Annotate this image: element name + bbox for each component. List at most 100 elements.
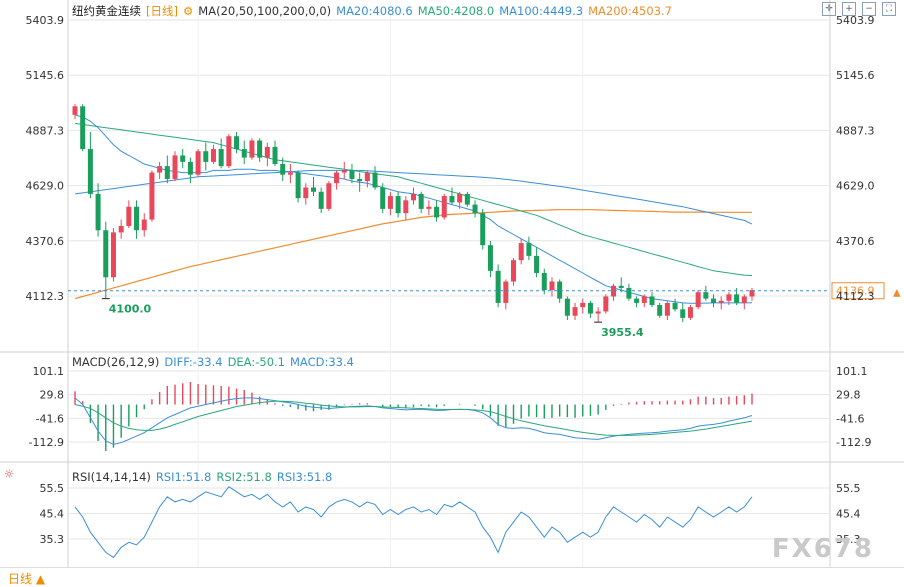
candle-body [449, 196, 455, 203]
candle-body [295, 172, 301, 199]
candle-body [203, 151, 209, 162]
macd-tick-left: -41.6 [36, 412, 64, 425]
watermark: FX678 [771, 534, 874, 564]
crosshair-icon[interactable]: ✛ [822, 2, 836, 16]
ma100-line [74, 169, 753, 225]
zoom-out-icon[interactable]: − [862, 2, 876, 16]
candle-body [741, 296, 747, 303]
candle-body [495, 270, 501, 303]
candle-body [711, 298, 717, 303]
rsi-tick-left: 55.5 [40, 482, 65, 495]
candle-body [172, 155, 178, 179]
macd-tick-right: 29.8 [836, 389, 861, 402]
macd-tick-left: -112.9 [29, 436, 64, 449]
period-label[interactable]: [日线] [146, 4, 178, 18]
ma50-value: MA50:4208.0 [417, 4, 495, 18]
rsi-pane [74, 486, 753, 559]
candle-body [680, 309, 686, 318]
price-axes: 5403.9 5403.9 5145.6 5145.6 4887.3 4887.3 4629… [26, 14, 875, 546]
candle-body [480, 213, 486, 246]
candle-body [287, 172, 293, 175]
grid-lines [0, 0, 904, 567]
rsi-settings-icon[interactable]: ☼ [4, 467, 15, 481]
macd-diff-value: DIFF:-33.4 [164, 355, 223, 369]
candle-body [434, 206, 440, 218]
candle-body [687, 307, 693, 318]
candle-body [418, 193, 424, 209]
ma200-value: MA200:4503.7 [588, 4, 672, 18]
candle-body [118, 225, 124, 233]
ma20-value: MA20:4080.6 [336, 4, 413, 18]
macd-tick-right: -112.9 [836, 436, 871, 449]
rsi-tick-right: 35.3 [836, 533, 861, 546]
candle-body [572, 307, 578, 316]
candle-body [110, 232, 116, 278]
candle-body [595, 311, 601, 314]
price-tick-right: 4370.6 [836, 235, 875, 248]
candle-body [157, 166, 163, 173]
price-annotations: 4136.9 ▲ 4100.0 3955.4 [68, 282, 901, 339]
macd-macd-value: MACD:33.4 [289, 355, 354, 369]
candle-body [326, 183, 332, 209]
candle-body [526, 243, 532, 256]
price-tick-left: 4887.3 [26, 124, 65, 137]
candle-body [95, 193, 101, 231]
candle-body [134, 206, 140, 231]
ma100-value: MA100:4449.3 [499, 4, 584, 18]
macd-dea-line [74, 400, 753, 436]
candle-body [541, 272, 547, 291]
rsi-tick-left: 45.4 [40, 508, 65, 521]
candle-body [334, 172, 340, 184]
candle-body [395, 196, 401, 214]
last-price-box [831, 282, 885, 300]
candle-body [487, 245, 493, 271]
rsi2-value: RSI2:51.8 [216, 470, 272, 484]
candle-body [372, 172, 378, 188]
macd-tick-left: 29.8 [40, 389, 65, 402]
candle-body [734, 294, 740, 303]
price-tick-left: 4112.3 [26, 290, 65, 303]
candle-body [80, 106, 86, 150]
macd-tick-left: 101.1 [33, 365, 65, 378]
price-tick-right: 5403.9 [836, 14, 875, 27]
candle-body [472, 204, 478, 214]
candle-body [341, 170, 347, 173]
candle-body [618, 285, 624, 288]
candle-body [280, 164, 286, 175]
candle-body [557, 281, 563, 299]
candle-body [411, 193, 416, 201]
candle-body [426, 206, 432, 209]
zoom-in-icon[interactable]: + [842, 2, 856, 16]
last-price-arrow: ▲ [893, 288, 901, 299]
candle-body [195, 151, 201, 175]
bottom-bar: 日线 ▲ [0, 567, 904, 587]
price-tick-right: 4887.3 [836, 124, 875, 137]
candle-body [164, 166, 170, 179]
candle-body [272, 146, 278, 165]
candle-body [518, 243, 524, 261]
macd-tick-right: 101.1 [836, 365, 868, 378]
macd-dea-value: DEA:-50.1 [227, 355, 285, 369]
rsi-tick-right: 45.4 [836, 508, 861, 521]
candle-body [103, 230, 109, 278]
candle-body [349, 170, 355, 179]
candle-body [187, 161, 193, 175]
rsi3-value: RSI3:51.8 [276, 470, 333, 484]
period-toggle-button[interactable]: 日线 ▲ [8, 572, 46, 586]
candle-body [611, 285, 617, 297]
candle-body [657, 305, 663, 316]
settings-icon[interactable]: ⚙ [182, 4, 194, 18]
macd-diff-line [74, 397, 753, 445]
instrument-title: 纽约黄金连续 [72, 4, 141, 18]
annotation-4100: 4100.0 [109, 303, 152, 316]
candle-body [310, 187, 316, 192]
candle-body [534, 255, 540, 273]
price-tick-left: 4370.6 [26, 235, 65, 248]
rsi-header: RSI(14,14,14) RSI1:51.8 RSI2:51.8 RSI3:51.8 [72, 470, 337, 484]
fullscreen-icon[interactable]: ⛶ [882, 2, 896, 16]
candle-body [626, 287, 632, 299]
annotation-3955: 3955.4 [601, 326, 644, 339]
candle-body [695, 292, 701, 308]
candle-body [249, 140, 255, 158]
